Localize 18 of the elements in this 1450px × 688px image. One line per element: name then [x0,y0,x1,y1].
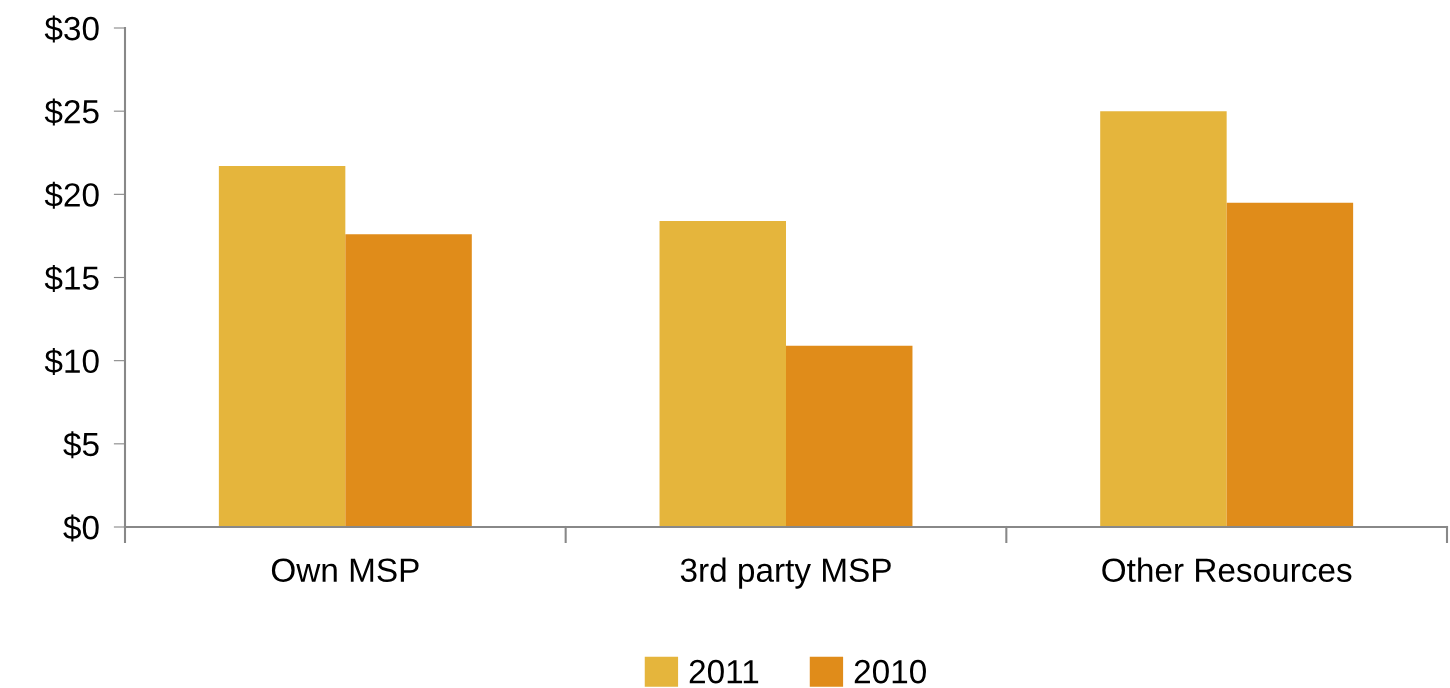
y-tick-label: $5 [63,431,99,459]
bar [218,166,346,527]
y-tick-label: $20 [44,181,99,209]
legend-label: 2010 [854,659,926,684]
bar [345,234,472,527]
bar [1226,202,1354,527]
y-tick-label: $10 [44,348,99,376]
y-tick-label: $25 [44,98,99,126]
y-tick-label: $30 [44,15,99,43]
legend-label: 2011 [689,659,759,684]
bar [1100,111,1227,527]
x-tick-label: Own MSP [271,558,419,583]
bar [659,220,786,527]
bar [786,345,913,527]
y-tick-label: $15 [44,264,99,292]
y-tick-label: $0 [63,514,99,542]
x-tick-label: 3rd party MSP [680,557,891,589]
x-tick-label: Other Resources [1102,557,1352,583]
